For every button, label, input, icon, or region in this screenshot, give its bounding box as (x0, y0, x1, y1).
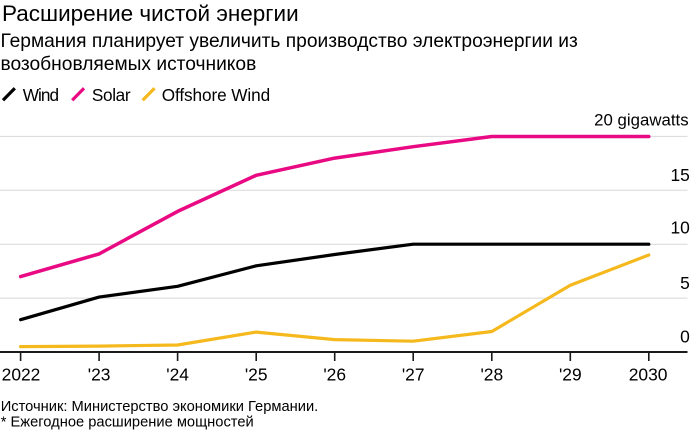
svg-text:20 gigawatts: 20 gigawatts (594, 111, 689, 130)
svg-text:Solar: Solar (92, 85, 131, 105)
svg-text:'23: '23 (88, 365, 111, 385)
svg-text:Германия планирует увеличить п: Германия планирует увеличить производств… (1, 31, 578, 52)
svg-text:2022: 2022 (2, 365, 41, 385)
svg-text:Wind: Wind (23, 85, 59, 105)
svg-text:возобновляемых источников: возобновляемых источников (1, 54, 257, 75)
svg-text:'25: '25 (245, 365, 268, 385)
svg-text:'29: '29 (559, 365, 582, 385)
svg-text:* Ежегодное расширение мощност: * Ежегодное расширение мощностей (1, 415, 254, 431)
svg-text:Источник: Министерство экономи: Источник: Министерство экономики Германи… (1, 399, 319, 415)
svg-text:5: 5 (680, 273, 690, 293)
svg-text:'26: '26 (323, 365, 346, 385)
svg-text:Расширение чистой энергии: Расширение чистой энергии (2, 1, 299, 26)
svg-text:15: 15 (670, 165, 689, 185)
svg-text:10: 10 (670, 218, 689, 238)
svg-text:Offshore Wind: Offshore Wind (162, 85, 271, 105)
svg-text:'24: '24 (166, 365, 189, 385)
svg-text:'27: '27 (402, 365, 425, 385)
svg-text:2030: 2030 (629, 365, 668, 385)
svg-text:0: 0 (680, 327, 690, 347)
svg-text:'28: '28 (480, 365, 503, 385)
